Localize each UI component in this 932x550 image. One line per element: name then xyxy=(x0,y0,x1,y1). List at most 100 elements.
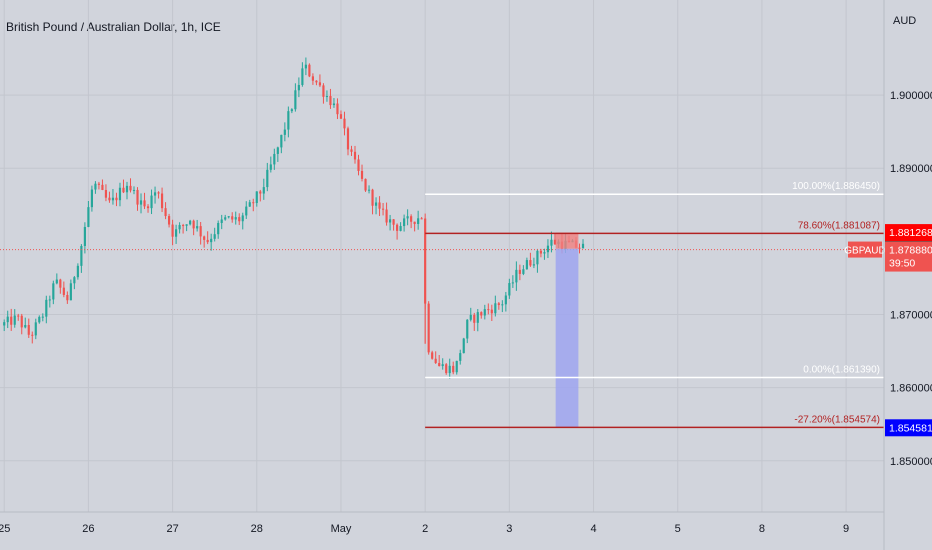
candle-body xyxy=(83,226,86,246)
candle-body xyxy=(469,314,472,320)
candle-body xyxy=(388,219,392,223)
candle-body xyxy=(287,111,290,130)
candle-body xyxy=(308,64,311,77)
candle-body xyxy=(417,218,420,225)
candle-body xyxy=(196,226,199,229)
y-tick-label: 1.900000 xyxy=(890,90,932,102)
candle-body xyxy=(146,206,150,209)
candle-body xyxy=(224,217,227,220)
fib-level-label: -27.20%(1.854574) xyxy=(794,414,880,425)
candle-body xyxy=(167,216,171,225)
candle-body xyxy=(497,303,500,306)
candle-body xyxy=(462,338,465,354)
candle-body xyxy=(203,236,206,240)
candle-body xyxy=(490,309,493,314)
candle-body xyxy=(41,316,44,318)
grid-lines xyxy=(0,0,884,512)
candle-body xyxy=(153,192,157,196)
candle-body xyxy=(101,184,104,190)
candle-body xyxy=(143,200,146,207)
candle-body xyxy=(90,189,93,208)
candle-body xyxy=(157,192,160,194)
candle-body xyxy=(66,294,69,301)
candle-body xyxy=(452,365,455,373)
candle-body xyxy=(227,216,230,218)
candle-body xyxy=(111,197,115,201)
countdown-label: 39:50 xyxy=(889,258,915,270)
y-tick-label: 1.890000 xyxy=(890,163,932,175)
candle-body xyxy=(427,303,430,353)
candle-body xyxy=(234,217,237,220)
candle-body xyxy=(259,191,262,194)
candle-body xyxy=(438,363,441,367)
candle-body xyxy=(273,153,276,165)
candle-body xyxy=(325,96,329,98)
fib-level-label: 100.00%(1.886450) xyxy=(792,181,880,192)
candle-body xyxy=(504,295,507,305)
candle-body xyxy=(125,185,129,193)
candle-body xyxy=(413,221,416,225)
candle-body xyxy=(231,216,234,220)
candle-body xyxy=(104,189,108,198)
candle-body xyxy=(3,322,6,326)
candle-body xyxy=(515,269,518,283)
candle-body xyxy=(501,304,504,306)
candle-body xyxy=(290,109,293,112)
candle-body xyxy=(553,239,557,245)
x-tick-label: 26 xyxy=(82,523,94,535)
candle-body xyxy=(339,114,343,119)
x-tick-label: 2 xyxy=(422,523,428,535)
projection-box xyxy=(555,248,579,428)
candle-body xyxy=(459,353,462,361)
candle-body xyxy=(13,315,16,325)
candle-body xyxy=(87,207,90,227)
x-tick-label: 8 xyxy=(759,523,765,535)
candle-body xyxy=(189,220,192,225)
candle-body xyxy=(536,250,539,265)
price-badge-bg xyxy=(885,224,932,242)
candle-body xyxy=(396,224,399,231)
candle-body xyxy=(24,325,27,328)
candle-body xyxy=(10,316,13,325)
candle-body xyxy=(280,134,283,148)
candle-body xyxy=(132,189,136,191)
candle-body xyxy=(17,315,20,317)
candle-body xyxy=(332,103,336,106)
candle-body xyxy=(69,283,72,301)
candle-body xyxy=(455,360,458,373)
candle-body xyxy=(175,229,178,237)
candle-body xyxy=(136,189,139,205)
symbol-title[interactable]: British Pound / Australian Dollar, 1h, I… xyxy=(6,20,221,34)
candle-body xyxy=(262,187,265,194)
candle-body xyxy=(381,208,385,210)
candle-body xyxy=(34,322,37,336)
candle-body xyxy=(360,170,364,179)
candle-body xyxy=(27,325,30,335)
candle-body xyxy=(266,169,269,188)
candle-body xyxy=(171,224,174,237)
candle-body xyxy=(217,223,220,235)
candle-body xyxy=(367,189,371,191)
candle-body xyxy=(420,218,423,220)
candlestick-series xyxy=(3,57,585,379)
candle-body xyxy=(199,226,202,237)
candle-body xyxy=(532,264,535,266)
candle-body xyxy=(164,208,167,217)
fibonacci-drawings[interactable]: 100.00%(1.886450) 78.60%(1.881087) 0.00%(1… xyxy=(0,181,886,429)
x-tick-label: 27 xyxy=(166,523,178,535)
currency-label: AUD xyxy=(893,15,916,27)
x-tick-label: 5 xyxy=(675,523,681,535)
candle-body xyxy=(210,238,213,243)
symbol-tag: GBPAUD xyxy=(844,246,886,257)
candle-body xyxy=(487,309,490,311)
candle-body xyxy=(329,96,332,106)
candle-body xyxy=(445,364,448,374)
fib-level-label: 78.60%(1.881087) xyxy=(798,220,880,231)
target-box xyxy=(555,232,579,249)
symbol-tag-bg xyxy=(848,241,882,258)
x-tick-label: 9 xyxy=(843,523,849,535)
candle-body xyxy=(346,128,350,150)
candle-body xyxy=(220,219,223,224)
